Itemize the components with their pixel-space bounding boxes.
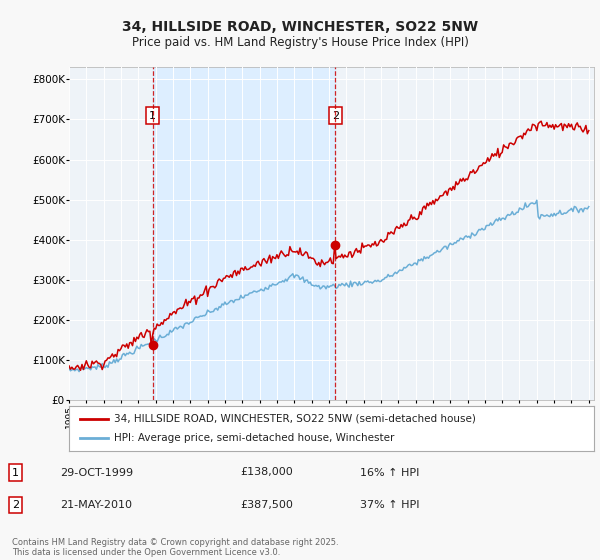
Text: £138,000: £138,000 [240,468,293,478]
Text: £387,500: £387,500 [240,500,293,510]
Text: HPI: Average price, semi-detached house, Winchester: HPI: Average price, semi-detached house,… [113,433,394,444]
Text: 1: 1 [12,468,19,478]
Text: 34, HILLSIDE ROAD, WINCHESTER, SO22 5NW: 34, HILLSIDE ROAD, WINCHESTER, SO22 5NW [122,20,478,34]
Text: 21-MAY-2010: 21-MAY-2010 [60,500,132,510]
Text: 37% ↑ HPI: 37% ↑ HPI [360,500,419,510]
Text: 29-OCT-1999: 29-OCT-1999 [60,468,133,478]
Text: 34, HILLSIDE ROAD, WINCHESTER, SO22 5NW (semi-detached house): 34, HILLSIDE ROAD, WINCHESTER, SO22 5NW … [113,413,476,423]
Text: Price paid vs. HM Land Registry's House Price Index (HPI): Price paid vs. HM Land Registry's House … [131,36,469,49]
Text: 2: 2 [332,110,339,120]
Text: 1: 1 [149,110,156,120]
Text: 2: 2 [12,500,19,510]
Text: 16% ↑ HPI: 16% ↑ HPI [360,468,419,478]
Text: Contains HM Land Registry data © Crown copyright and database right 2025.
This d: Contains HM Land Registry data © Crown c… [12,538,338,557]
Bar [152,67,335,400]
